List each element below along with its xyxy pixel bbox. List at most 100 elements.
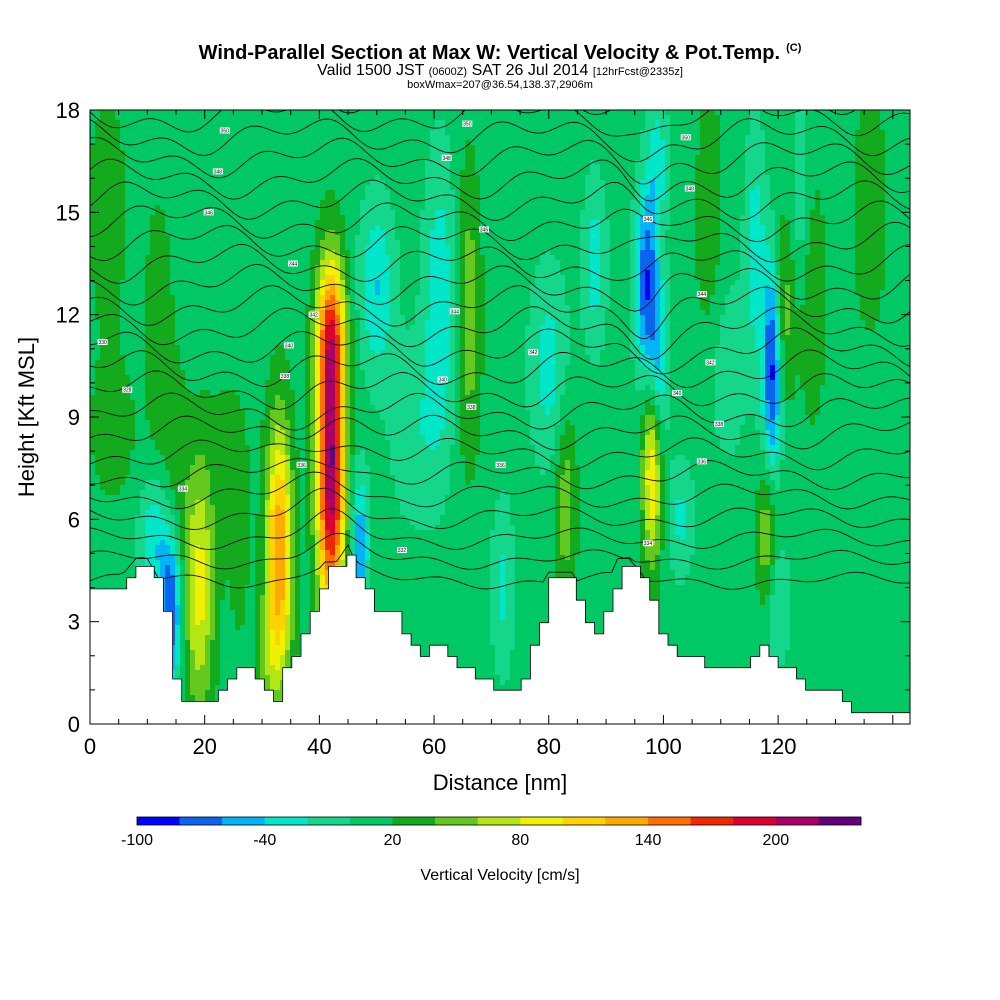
field-cell xyxy=(140,370,146,376)
field-cell xyxy=(130,260,136,266)
field-cell xyxy=(220,285,226,291)
field-cell xyxy=(150,410,156,416)
field-cell xyxy=(250,195,256,201)
field-cell xyxy=(245,375,251,381)
field-cell xyxy=(100,395,106,401)
field-cell xyxy=(240,530,246,536)
field-cell xyxy=(95,305,101,311)
field-cell xyxy=(135,475,141,481)
field-cell xyxy=(280,650,286,656)
field-cell xyxy=(135,530,141,536)
field-cell xyxy=(125,175,131,181)
field-cell xyxy=(120,155,126,161)
field-cell xyxy=(100,370,106,376)
field-cell xyxy=(200,645,206,651)
field-cell xyxy=(185,285,191,291)
field-cell xyxy=(280,110,286,116)
field-cell xyxy=(275,620,281,626)
field-cell xyxy=(245,610,251,616)
field-cell xyxy=(220,265,226,271)
field-cell xyxy=(95,205,101,211)
field-cell xyxy=(260,505,266,511)
field-cell xyxy=(180,340,186,346)
field-cell xyxy=(125,200,131,206)
field-cell xyxy=(190,685,196,691)
field-cell xyxy=(270,415,276,421)
field-cell xyxy=(275,305,281,311)
field-cell xyxy=(175,460,181,466)
field-cell xyxy=(135,380,141,386)
field-cell xyxy=(200,130,206,136)
field-cell xyxy=(275,155,281,161)
field-cell xyxy=(195,225,201,231)
field-cell xyxy=(175,640,181,646)
field-cell xyxy=(265,425,271,431)
field-cell xyxy=(215,280,221,286)
field-cell xyxy=(190,285,196,291)
field-cell xyxy=(275,185,281,191)
field-cell xyxy=(235,190,241,196)
field-cell xyxy=(110,585,116,591)
field-cell xyxy=(110,435,116,441)
field-cell xyxy=(195,505,201,511)
field-cell xyxy=(250,165,256,171)
field-cell xyxy=(200,360,206,366)
field-cell xyxy=(165,270,171,276)
field-cell xyxy=(210,385,216,391)
field-cell xyxy=(220,355,226,361)
field-cell xyxy=(185,660,191,666)
field-cell xyxy=(165,535,171,541)
field-cell xyxy=(270,670,276,676)
field-cell xyxy=(125,255,131,261)
field-cell xyxy=(120,110,126,116)
field-cell xyxy=(200,395,206,401)
field-cell xyxy=(155,385,161,391)
field-cell xyxy=(170,300,176,306)
field-cell xyxy=(185,535,191,541)
field-cell xyxy=(110,130,116,136)
field-cell xyxy=(155,325,161,331)
field-cell xyxy=(275,500,281,506)
field-cell xyxy=(235,280,241,286)
field-cell xyxy=(275,695,281,701)
field-cell xyxy=(170,590,176,596)
field-cell xyxy=(205,255,211,261)
field-cell xyxy=(255,415,261,421)
field-cell xyxy=(215,690,221,696)
field-cell xyxy=(115,440,121,446)
field-cell xyxy=(155,310,161,316)
field-cell xyxy=(135,110,141,116)
field-cell xyxy=(270,560,276,566)
field-cell xyxy=(265,245,271,251)
field-cell xyxy=(245,630,251,636)
field-cell xyxy=(145,240,151,246)
field-cell xyxy=(275,425,281,431)
field-cell xyxy=(165,405,171,411)
field-cell xyxy=(90,435,96,441)
field-cell xyxy=(130,390,136,396)
field-cell xyxy=(170,465,176,471)
field-cell xyxy=(270,275,276,281)
field-cell xyxy=(260,660,266,666)
field-cell xyxy=(275,435,281,441)
field-cell xyxy=(105,545,111,551)
field-cell xyxy=(275,380,281,386)
field-cell xyxy=(225,600,231,606)
field-cell xyxy=(265,575,271,581)
field-cell xyxy=(200,385,206,391)
field-cell xyxy=(155,140,161,146)
field-cell xyxy=(150,280,156,286)
field-cell xyxy=(110,400,116,406)
field-cell xyxy=(145,320,151,326)
field-cell xyxy=(105,370,111,376)
field-cell xyxy=(145,450,151,456)
field-cell xyxy=(225,670,231,676)
field-cell xyxy=(275,265,281,271)
field-cell xyxy=(250,615,256,621)
field-cell xyxy=(215,430,221,436)
field-cell xyxy=(285,505,291,511)
field-cell xyxy=(120,360,126,366)
field-cell xyxy=(265,645,271,651)
field-cell xyxy=(215,490,221,496)
field-cell xyxy=(220,560,226,566)
